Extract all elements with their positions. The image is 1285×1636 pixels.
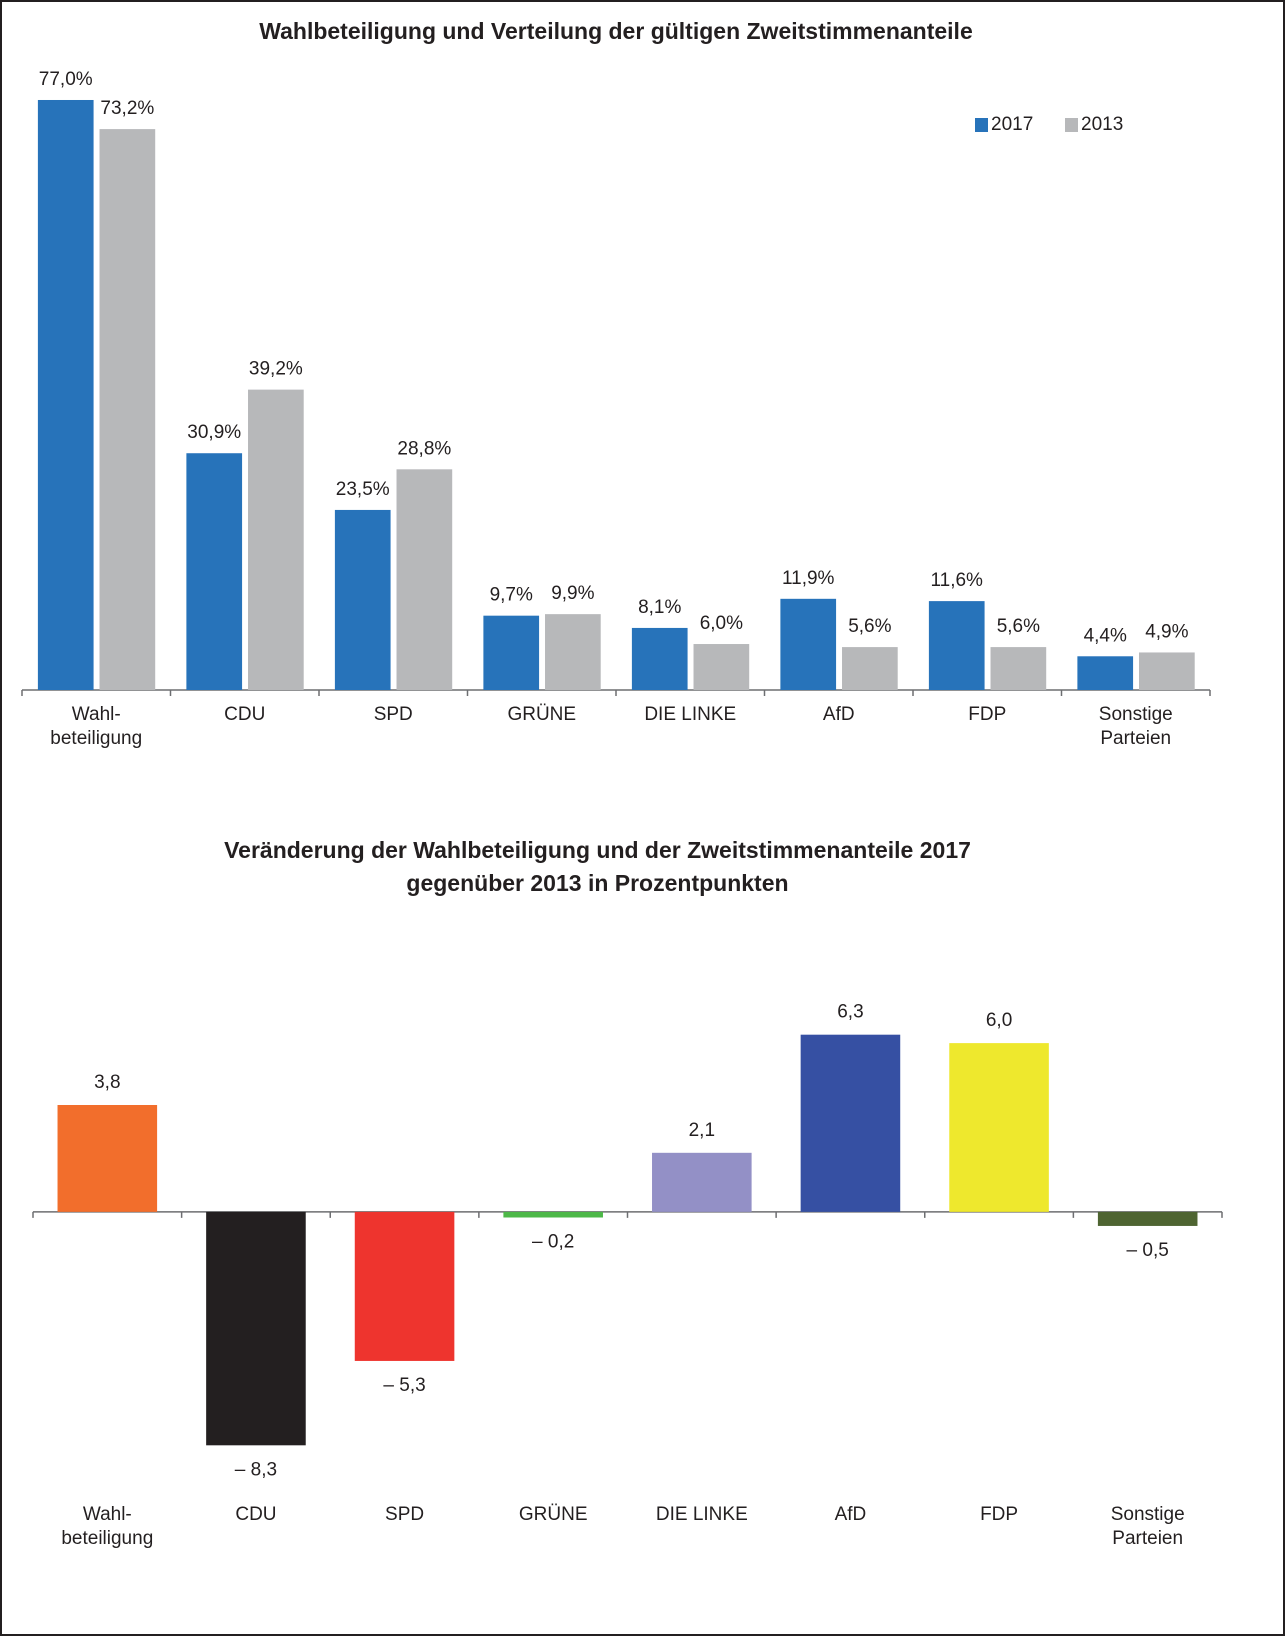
- value-label: 73,2%: [100, 98, 154, 119]
- bar: [206, 1211, 306, 1446]
- x-tick-label: Wahl-beteiligung: [61, 1504, 153, 1549]
- x-tick-label: AfD: [835, 1504, 867, 1525]
- value-label: – 0,2: [532, 1232, 574, 1253]
- value-label: 6,3: [837, 1002, 863, 1023]
- value-label: 4,4%: [1084, 625, 1127, 646]
- x-tick-label: FDP: [980, 1504, 1018, 1525]
- x-tick-label: CDU: [235, 1504, 276, 1525]
- value-label: 39,2%: [249, 359, 303, 380]
- chart-title: Wahlbeteiligung und Verteilung der gülti…: [259, 18, 972, 44]
- bar: [186, 453, 243, 690]
- bar: [57, 1105, 158, 1212]
- value-label: 2,1: [689, 1120, 715, 1141]
- bar: [928, 601, 985, 690]
- value-label: 11,6%: [930, 570, 983, 591]
- value-label: 4,9%: [1145, 621, 1188, 642]
- bar: [1097, 1211, 1198, 1226]
- x-tick-label: DIE LINKE: [644, 704, 736, 725]
- x-tick-label: Sonstige Parteien: [1111, 1504, 1185, 1549]
- bar: [396, 469, 453, 690]
- value-label: – 0,5: [1127, 1240, 1169, 1261]
- bar: [99, 129, 156, 691]
- value-label: 23,5%: [336, 479, 390, 500]
- bar: [1139, 652, 1195, 690]
- bar: [248, 389, 304, 690]
- value-label: 5,6%: [997, 616, 1040, 637]
- bar: [842, 647, 898, 690]
- bar: [1077, 656, 1134, 690]
- bar: [949, 1043, 1049, 1212]
- bar: [37, 99, 94, 691]
- legend-swatch: [1065, 118, 1078, 132]
- chart-title: Veränderung der Wahlbeteiligung und der …: [224, 837, 971, 896]
- value-label: 30,9%: [187, 422, 241, 443]
- value-label: 11,9%: [782, 568, 835, 589]
- bar: [780, 598, 837, 690]
- value-label: 9,9%: [551, 583, 594, 604]
- value-label: – 5,3: [383, 1375, 425, 1396]
- x-tick-label: DIE LINKE: [656, 1504, 748, 1525]
- x-tick-label: CDU: [224, 704, 265, 725]
- bar: [354, 1211, 455, 1361]
- x-tick-label: GRÜNE: [507, 704, 576, 725]
- bar: [503, 1211, 603, 1218]
- value-label: 6,0: [986, 1010, 1012, 1031]
- bar: [800, 1034, 901, 1212]
- value-label: 77,0%: [39, 69, 93, 90]
- bar: [334, 509, 391, 690]
- x-tick-label: SPD: [374, 704, 413, 725]
- bar: [545, 614, 601, 690]
- value-label: 5,6%: [848, 616, 891, 637]
- x-tick-label: Wahl-beteiligung: [50, 704, 142, 749]
- x-tick-label: SPD: [385, 1504, 424, 1525]
- value-label: 28,8%: [397, 438, 451, 459]
- legend-swatch: [975, 118, 988, 132]
- value-label: 6,0%: [700, 613, 743, 634]
- bar: [631, 627, 688, 690]
- bar: [652, 1152, 752, 1212]
- value-label: 8,1%: [638, 597, 681, 618]
- x-tick-label: Sonstige Parteien: [1099, 704, 1173, 749]
- x-tick-label: GRÜNE: [519, 1504, 588, 1525]
- bar: [693, 644, 750, 690]
- legend-label: 2017: [991, 114, 1033, 135]
- value-label: – 8,3: [235, 1459, 277, 1480]
- bar: [483, 615, 540, 690]
- value-label: 3,8: [94, 1072, 120, 1093]
- x-tick-label: AfD: [823, 704, 855, 725]
- legend-label: 2013: [1081, 114, 1123, 135]
- bar: [990, 647, 1047, 690]
- value-label: 9,7%: [490, 585, 533, 606]
- x-tick-label: FDP: [968, 704, 1006, 725]
